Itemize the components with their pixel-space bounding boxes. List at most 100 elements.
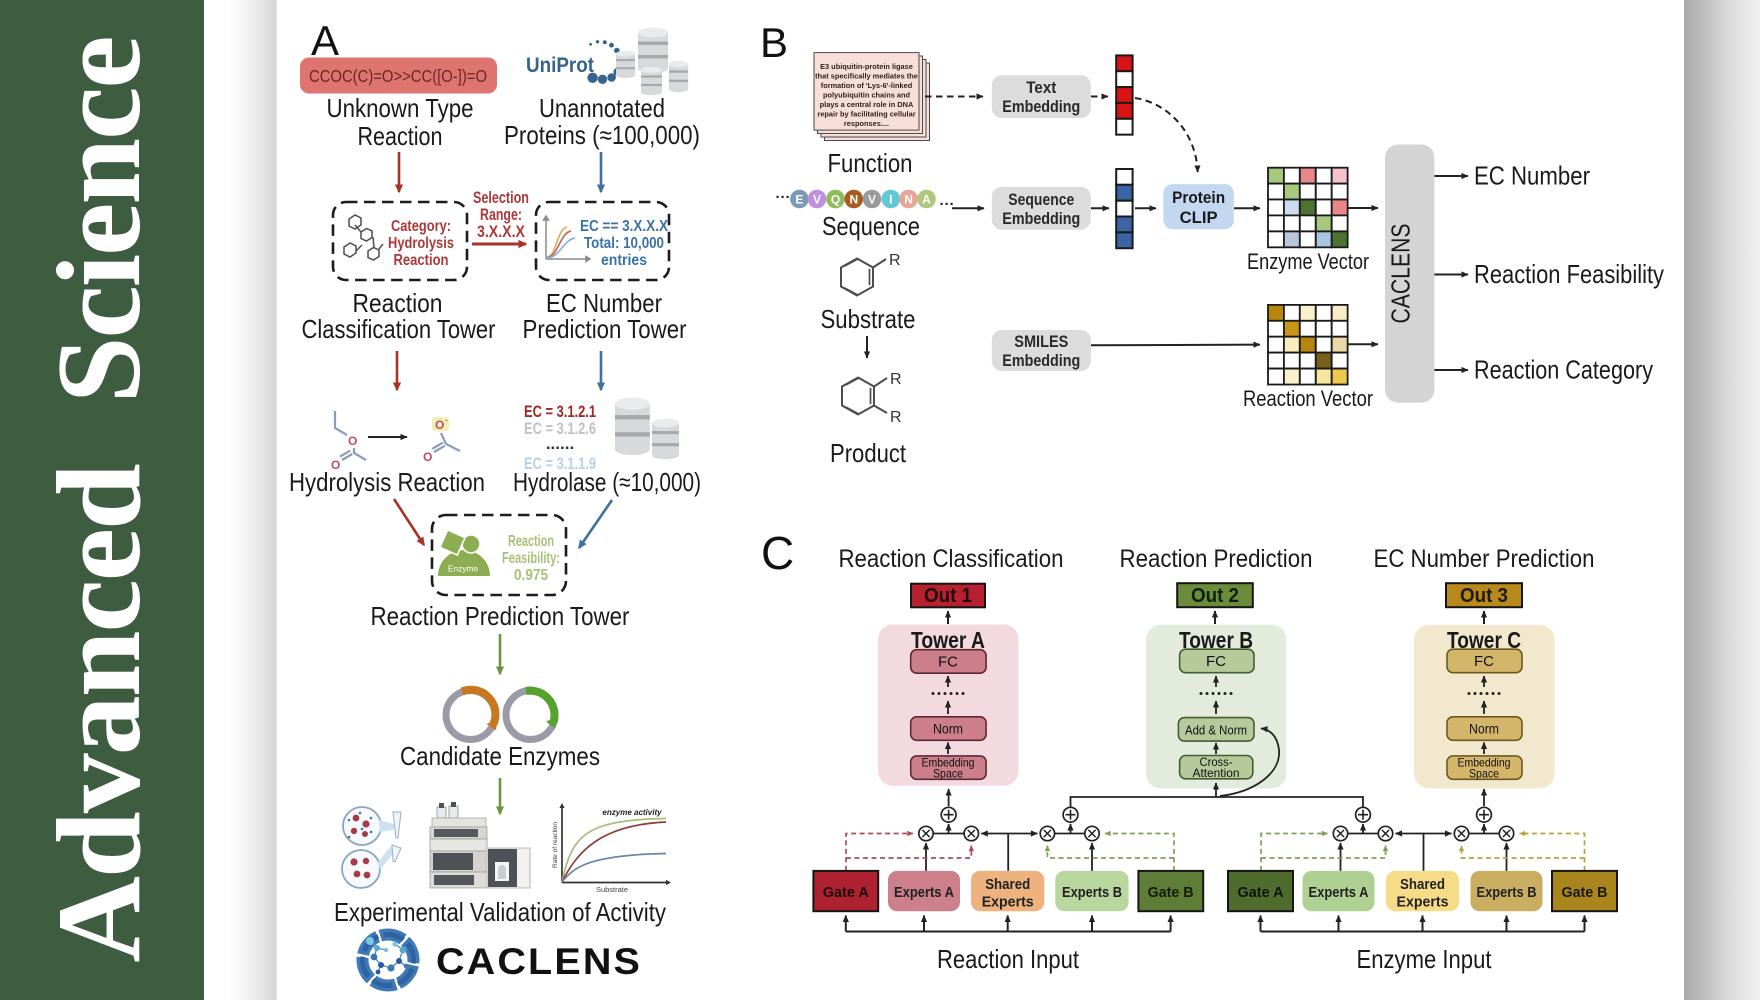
svg-text:responses....: responses.... bbox=[844, 119, 889, 128]
svg-text:E: E bbox=[795, 192, 803, 206]
svg-text:V: V bbox=[868, 192, 876, 206]
svg-text:Hydrolase (≈10,000): Hydrolase (≈10,000) bbox=[513, 467, 701, 497]
svg-text:EC = 3.1.2.1: EC = 3.1.2.1 bbox=[524, 402, 596, 421]
svg-text:EC = 3.1.1.9: EC = 3.1.1.9 bbox=[524, 454, 596, 473]
svg-text:Experts B: Experts B bbox=[1062, 884, 1122, 901]
svg-text:A: A bbox=[311, 17, 339, 64]
svg-text:EC Number: EC Number bbox=[1474, 161, 1590, 191]
svg-text:Space: Space bbox=[933, 766, 963, 780]
svg-text:Substrate: Substrate bbox=[821, 304, 916, 334]
svg-text:SMILES: SMILES bbox=[1014, 332, 1068, 351]
svg-text:Reaction Classification: Reaction Classification bbox=[839, 545, 1064, 573]
svg-text:B: B bbox=[760, 19, 788, 66]
svg-text:Shared: Shared bbox=[985, 876, 1030, 893]
svg-text:Reaction Prediction Tower: Reaction Prediction Tower bbox=[371, 601, 630, 631]
svg-text:polyubiquitin chains and: polyubiquitin chains and bbox=[823, 91, 911, 100]
svg-text:O: O bbox=[331, 458, 340, 472]
svg-text:Reaction: Reaction bbox=[358, 121, 443, 151]
svg-text:Proteins (≈100,000): Proteins (≈100,000) bbox=[504, 120, 700, 150]
svg-text:Norm: Norm bbox=[1469, 722, 1499, 737]
svg-text:Experts A: Experts A bbox=[1309, 884, 1369, 901]
svg-text:Add & Norm: Add & Norm bbox=[1185, 722, 1247, 737]
svg-text:Range:: Range: bbox=[480, 205, 522, 224]
svg-text:N: N bbox=[904, 192, 913, 206]
svg-text:Sequence: Sequence bbox=[822, 211, 920, 241]
svg-text:Reaction Category: Reaction Category bbox=[1474, 355, 1653, 385]
svg-text:C: C bbox=[761, 527, 794, 579]
svg-text:UniProt: UniProt bbox=[526, 53, 594, 77]
svg-text:Enzyme Vector: Enzyme Vector bbox=[1247, 249, 1369, 274]
svg-text:plays a central role in DNA: plays a central role in DNA bbox=[820, 100, 914, 109]
svg-text:R: R bbox=[890, 409, 902, 426]
svg-text:Embedding: Embedding bbox=[1002, 97, 1080, 116]
svg-text:FC: FC bbox=[1206, 653, 1226, 670]
svg-text:EC Number: EC Number bbox=[546, 288, 662, 318]
svg-text:Sequence: Sequence bbox=[1008, 190, 1074, 209]
svg-text:repair by facilitating cellula: repair by facilitating cellular bbox=[817, 110, 915, 119]
svg-text:0.975: 0.975 bbox=[514, 567, 548, 584]
svg-text:3.X.X.X: 3.X.X.X bbox=[477, 222, 526, 241]
svg-text:Rate of reaction: Rate of reaction bbox=[552, 822, 559, 868]
svg-text:Experts B: Experts B bbox=[1477, 884, 1537, 901]
svg-text:R: R bbox=[889, 252, 901, 269]
svg-text:R: R bbox=[890, 371, 902, 388]
svg-text:Space: Space bbox=[1469, 766, 1499, 780]
svg-text:Experts A: Experts A bbox=[894, 884, 954, 901]
svg-text:Feasibility:: Feasibility: bbox=[502, 550, 560, 567]
svg-text:CACLENS: CACLENS bbox=[436, 941, 642, 982]
svg-text:FC: FC bbox=[938, 654, 958, 671]
svg-text:Gate B: Gate B bbox=[1562, 884, 1608, 901]
svg-text:......: ...... bbox=[546, 434, 574, 453]
svg-text:Gate A: Gate A bbox=[1238, 884, 1284, 901]
svg-text:Embedding: Embedding bbox=[922, 755, 975, 769]
svg-text:Candidate Enzymes: Candidate Enzymes bbox=[400, 741, 600, 771]
svg-text:Total: 10,000: Total: 10,000 bbox=[584, 235, 664, 252]
svg-text:Experimental Validation of Act: Experimental Validation of Activity bbox=[334, 897, 666, 927]
svg-text:Hydrolysis Reaction: Hydrolysis Reaction bbox=[289, 467, 485, 497]
svg-text:Reaction Vector: Reaction Vector bbox=[1243, 386, 1373, 411]
svg-text:formation of 'Lys-6'-linked: formation of 'Lys-6'-linked bbox=[821, 81, 913, 90]
svg-text:Enzyme Input: Enzyme Input bbox=[1357, 944, 1493, 974]
svg-text:Reaction: Reaction bbox=[508, 533, 554, 550]
svg-text:Tower A: Tower A bbox=[911, 627, 985, 653]
svg-text:Classification Tower: Classification Tower bbox=[302, 314, 496, 344]
svg-text:O: O bbox=[348, 434, 357, 448]
svg-text:Experts: Experts bbox=[982, 894, 1034, 911]
svg-text:Enzyme: Enzyme bbox=[448, 564, 479, 574]
svg-text:-: - bbox=[445, 415, 448, 425]
svg-text:Norm: Norm bbox=[933, 722, 963, 737]
svg-text:Embedding: Embedding bbox=[1002, 209, 1080, 228]
svg-text:enzyme activity: enzyme activity bbox=[602, 808, 662, 817]
svg-text:FC: FC bbox=[1474, 653, 1494, 670]
svg-text:entries: entries bbox=[601, 252, 647, 269]
svg-text:EC = 3.1.2.6: EC = 3.1.2.6 bbox=[524, 419, 596, 438]
svg-text:···: ··· bbox=[940, 196, 955, 213]
svg-text:Substrate: Substrate bbox=[596, 885, 628, 894]
svg-text:Reaction: Reaction bbox=[353, 288, 443, 318]
svg-text:Reaction: Reaction bbox=[394, 252, 449, 269]
svg-text:Experts: Experts bbox=[1397, 894, 1449, 911]
svg-text:A: A bbox=[922, 192, 931, 206]
svg-text:that specifically mediates the: that specifically mediates the bbox=[815, 72, 918, 81]
svg-text:···: ··· bbox=[776, 189, 791, 206]
svg-text:CACLENS: CACLENS bbox=[1388, 224, 1416, 324]
svg-text:Reaction Prediction: Reaction Prediction bbox=[1120, 545, 1313, 573]
svg-text:EC == 3.X.X.X: EC == 3.X.X.X bbox=[580, 218, 668, 235]
svg-text:Text: Text bbox=[1026, 78, 1056, 97]
svg-text:Shared: Shared bbox=[1400, 876, 1445, 893]
svg-text:Product: Product bbox=[830, 438, 907, 468]
svg-text:O: O bbox=[435, 418, 444, 432]
svg-text:Gate A: Gate A bbox=[823, 884, 869, 901]
svg-text:E3 ubiquitin-protein ligase: E3 ubiquitin-protein ligase bbox=[820, 62, 913, 71]
svg-text:Q: Q bbox=[831, 192, 840, 206]
svg-text:Out 1: Out 1 bbox=[924, 585, 972, 607]
svg-text:Category:: Category: bbox=[391, 218, 451, 235]
svg-text:Out 3: Out 3 bbox=[1460, 585, 1508, 607]
svg-text:CCOC(C)=O>>CC([O-])=O: CCOC(C)=O>>CC([O-])=O bbox=[309, 66, 487, 86]
svg-text:EC Number Prediction: EC Number Prediction bbox=[1374, 545, 1595, 573]
svg-text:O: O bbox=[423, 450, 432, 464]
svg-text:Hydrolysis: Hydrolysis bbox=[388, 235, 454, 252]
svg-text:V: V bbox=[813, 192, 821, 206]
svg-text:Cross-: Cross- bbox=[1200, 755, 1233, 769]
svg-text:Embedding: Embedding bbox=[1458, 755, 1511, 769]
